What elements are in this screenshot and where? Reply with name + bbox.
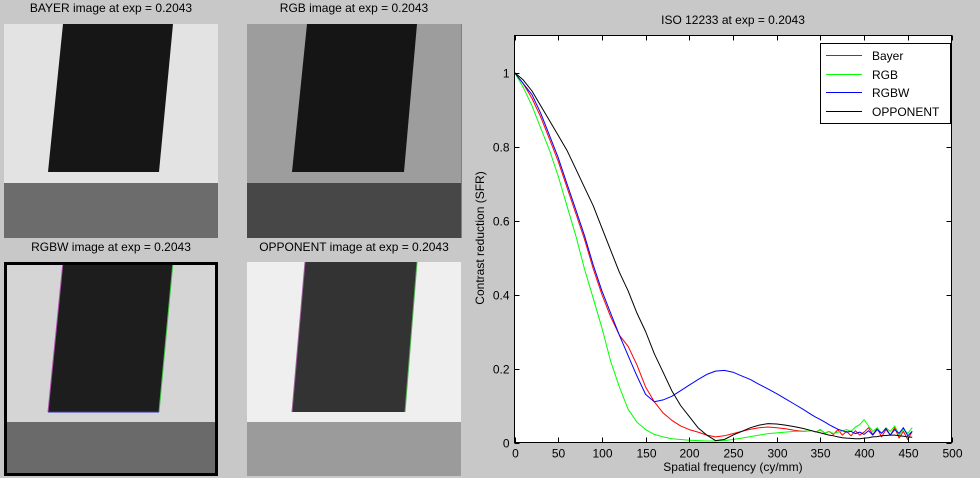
x-tick-label: 350 (810, 447, 830, 461)
legend-label-opponent: OPPONENT (872, 105, 940, 119)
opponent-image[interactable] (247, 262, 461, 476)
rgb-image-title: RGB image at exp = 0.2043 (279, 1, 429, 15)
series-line-opponent (514, 72, 913, 442)
gray-band (247, 422, 461, 476)
gray-band (4, 183, 218, 238)
selection-border (4, 262, 218, 476)
rgbw-image-title: RGBW image at exp = 0.2043 (31, 240, 191, 254)
slanted-edge-patch (292, 24, 417, 172)
legend-label-rgb: RGB (872, 68, 898, 82)
x-tick-label: 100 (592, 447, 612, 461)
gray-band (247, 183, 461, 238)
axis-ticks (514, 35, 953, 444)
x-tick-label: 200 (679, 447, 699, 461)
legend-entry-rgbw: RGBW (826, 86, 910, 100)
legend-box (820, 43, 951, 124)
y-tick-label: 0 (503, 437, 510, 451)
x-tick-label: 0 (512, 447, 519, 461)
y-tick-label: 0.6 (493, 215, 510, 229)
y-tick-label: 0.8 (493, 141, 510, 155)
x-tick-label: 400 (854, 447, 874, 461)
bayer-image[interactable] (4, 24, 218, 238)
y-tick-label: 1 (503, 67, 510, 81)
series-lines (514, 72, 913, 442)
chart-title: ISO 12233 at exp = 0.2043 (661, 13, 805, 27)
x-tick-label: 500 (942, 447, 962, 461)
slanted-edge-patch (48, 262, 173, 412)
axis-tick-labels: 0 50 100 150 200 250 300 350 400 450 500 0 0.2 0.4 0.6… (493, 67, 963, 461)
slanted-edge-patch (292, 262, 417, 412)
y-tick-label: 0.4 (493, 289, 510, 303)
slanted-edge-patch (48, 24, 173, 172)
series-line-rgbw (514, 72, 913, 437)
y-axis-label: Contrast reduction (SFR) (473, 171, 487, 304)
x-tick-label: 150 (636, 447, 656, 461)
sfr-chart: ISO 12233 at exp = 0.2043 0 50 100 150 200 25… (473, 13, 963, 474)
legend-label-rgbw: RGBW (872, 86, 910, 100)
series-line-rgb (514, 72, 913, 442)
legend-entry-rgb: RGB (826, 68, 898, 82)
series-line-bayer (514, 72, 913, 440)
x-tick-label: 300 (767, 447, 787, 461)
legend-label-bayer: Bayer (872, 49, 903, 63)
legend[interactable]: Bayer RGB RGBW OPPONENT (820, 43, 951, 124)
legend-entry-opponent: OPPONENT (826, 105, 940, 119)
rgbw-image[interactable] (4, 262, 218, 476)
x-tick-label: 450 (898, 447, 918, 461)
y-tick-label: 0.2 (493, 363, 510, 377)
rgb-image[interactable] (247, 24, 463, 238)
chromatic-edge-left (47, 262, 64, 413)
x-tick-label: 250 (723, 447, 743, 461)
x-axis-label: Spatial frequency (cy/mm) (663, 460, 802, 474)
x-tick-label: 50 (552, 447, 566, 461)
legend-entry-bayer: Bayer (826, 49, 903, 63)
chromatic-edge-right (158, 262, 174, 413)
gray-band (4, 422, 218, 476)
chromatic-edge-right (404, 262, 418, 413)
bayer-image-title: BAYER image at exp = 0.2043 (29, 1, 193, 15)
chromatic-edge-left (291, 262, 306, 413)
opponent-image-title: OPPONENT image at exp = 0.2043 (259, 240, 449, 254)
